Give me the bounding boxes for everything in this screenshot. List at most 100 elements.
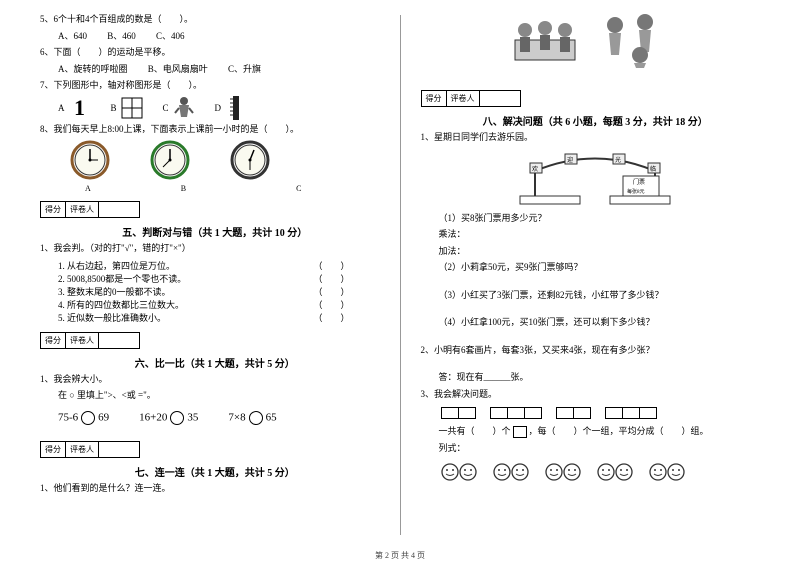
q5-text: 5、6个十和4个百组成的数是（ ）。 (40, 13, 390, 27)
sec6-title: 六、比一比（共 1 大题，共计 5 分） (40, 355, 390, 370)
score-box-5: 得分 评卷人 (40, 201, 140, 218)
sec5-item-3: 3. 整数末尾的0一般都不读。 （ ） (40, 285, 390, 298)
box-group-4 (605, 407, 657, 419)
score-label: 得分 (41, 202, 66, 217)
sec5-i4-text: 4. 所有的四位数都比三位数大。 (58, 298, 184, 311)
sec6-lead: 1、我会辨大小。 (40, 373, 390, 387)
smiley-pair-icon (597, 463, 633, 481)
q8-labels: A B C (40, 184, 390, 193)
score-box-8: 得分 评卷人 (421, 90, 521, 107)
sec5-item-5: 5. 近似数一般比准确数小。 （ ） (40, 311, 390, 324)
grid-square-icon (121, 97, 143, 119)
sec8-q1-sub3: （3）小红买了3张门票，还剩82元钱，小红带了多少钱？ (421, 289, 771, 303)
page-container: 5、6个十和4个百组成的数是（ ）。 A、640 B、460 C、406 6、下… (0, 0, 800, 540)
cmp-2: 16+2035 (139, 411, 198, 425)
right-column: 得分 评卷人 八、解决问题（共 6 小题，每题 3 分，共计 18 分） 1、星… (401, 10, 781, 535)
q7-shape-b: B (111, 97, 143, 119)
sec8-q3-lead: 3、我会解决问题。 (421, 388, 771, 402)
grader-label: 评卷人 (66, 442, 99, 457)
q6-text: 6、下面（ ）的运动是平移。 (40, 46, 390, 60)
svg-text:光: 光 (615, 156, 621, 164)
sec8-q1-method1: 乘法： (421, 228, 771, 242)
sec8-q3-fill: 一共有（ ）个，每（ ）个一组，平均分成（ ）组。 (421, 425, 771, 439)
q6-opt-b: B、电风扇扇叶 (148, 64, 208, 74)
q8-label-c: C (296, 184, 301, 193)
sec5-item-2: 2. 5008,8500都是一个零也不读。 （ ） (40, 272, 390, 285)
q8-label-a: A (85, 184, 91, 193)
paren: （ ） (313, 311, 349, 324)
circle-blank-icon (170, 411, 184, 425)
sec8-q1-sub1: （1）买8张门票用多少元？ (421, 212, 771, 226)
cmp-3: 7×865 (228, 411, 276, 425)
kids-scene-icon (421, 10, 771, 72)
score-label: 得分 (41, 442, 66, 457)
circle-blank-icon (249, 411, 263, 425)
q7-label-a: A (58, 103, 65, 113)
page-footer: 第 2 页 共 4 页 (0, 550, 800, 561)
q7-label-b: B (111, 103, 117, 113)
q7-text: 7、下列图形中，轴对称图形是（ ）。 (40, 79, 390, 93)
smiley-pair-icon (545, 463, 581, 481)
smileys-row (421, 463, 771, 481)
q8-clocks (40, 140, 390, 180)
cmp-1: 75-669 (58, 411, 109, 425)
sec5-i1-text: 1. 从右边起，第四位是万位。 (58, 259, 175, 272)
paren: （ ） (313, 298, 349, 311)
smiley-pair-icon (493, 463, 529, 481)
q5-opts: A、640 B、460 C、406 (40, 30, 390, 44)
box-group-2 (490, 407, 542, 419)
sec5-i3-text: 3. 整数末尾的0一般都不读。 (58, 285, 171, 298)
sec8-q1-method2: 加法： (421, 245, 771, 259)
q5-opt-a: A、640 (58, 31, 87, 41)
svg-text:迎: 迎 (567, 156, 573, 164)
sec8-q3-formula: 列式： (421, 442, 771, 456)
q7-label-d: D (215, 103, 222, 113)
left-column: 5、6个十和4个百组成的数是（ ）。 A、640 B、460 C、406 6、下… (30, 10, 400, 535)
q6-opts: A、旋转的呼啦圈 B、电风扇扇叶 C、升旗 (40, 63, 390, 77)
svg-text:门票: 门票 (633, 178, 645, 186)
box-group-1 (441, 407, 476, 419)
paren: （ ） (313, 285, 349, 298)
q6-opt-a: A、旋转的呼啦圈 (58, 64, 128, 74)
grader-label: 评卷人 (66, 202, 99, 217)
clock-b-icon (150, 140, 190, 180)
sec8-q2-lead: 2、小明有6套画片，每套3张，又买来4张，现在有多少张？ (421, 344, 771, 358)
clock-a-icon (70, 140, 110, 180)
sec8-title: 八、解决问题（共 6 小题，每题 3 分，共计 18 分） (421, 113, 771, 128)
circle-blank-icon (81, 411, 95, 425)
q7-shape-d: D (215, 97, 248, 119)
clock-c-icon (230, 140, 270, 180)
sec6-instruction: 在 ○ 里填上">、<或 ="。 (40, 389, 390, 403)
sec5-i5-text: 5. 近似数一般比准确数小。 (58, 311, 166, 324)
q7-label-c: C (163, 103, 169, 113)
q6-opt-c: C、升旗 (228, 64, 261, 74)
score-label: 得分 (41, 333, 66, 348)
score-label: 得分 (422, 91, 447, 106)
score-blank (99, 202, 139, 217)
smiley-pair-icon (649, 463, 685, 481)
sec7-lead: 1、他们看到的是什么？连一连。 (40, 482, 390, 496)
square-inline-icon (513, 426, 527, 438)
score-blank (99, 442, 139, 457)
paren: （ ） (313, 272, 349, 285)
sec5-item-1: 1. 从右边起，第四位是万位。 （ ） (40, 259, 390, 272)
sec6-compare: 75-669 16+2035 7×865 (40, 411, 390, 425)
q7-shape-c: C (163, 97, 195, 119)
svg-text:每张8元: 每张8元 (627, 188, 645, 195)
sec5-title: 五、判断对与错（共 1 大题，共计 10 分） (40, 224, 390, 239)
score-blank (99, 333, 139, 348)
person-figure-icon (173, 97, 195, 119)
grader-label: 评卷人 (447, 91, 480, 106)
q5-opt-b: B、460 (107, 31, 136, 41)
smiley-pair-icon (441, 463, 477, 481)
q5-opt-c: C、406 (156, 31, 185, 41)
arch-gate-icon: 欢 迎 光 临 门票 每张8元 (421, 151, 771, 206)
sec5-i2-text: 2. 5008,8500都是一个零也不读。 (58, 272, 186, 285)
q8-label-b: B (181, 184, 186, 193)
score-box-6: 得分 评卷人 (40, 332, 140, 349)
q7-shapes: A 1 B C D (40, 97, 390, 119)
paren: （ ） (313, 259, 349, 272)
comb-icon (225, 97, 247, 119)
svg-text:临: 临 (650, 165, 656, 173)
grader-label: 评卷人 (66, 333, 99, 348)
